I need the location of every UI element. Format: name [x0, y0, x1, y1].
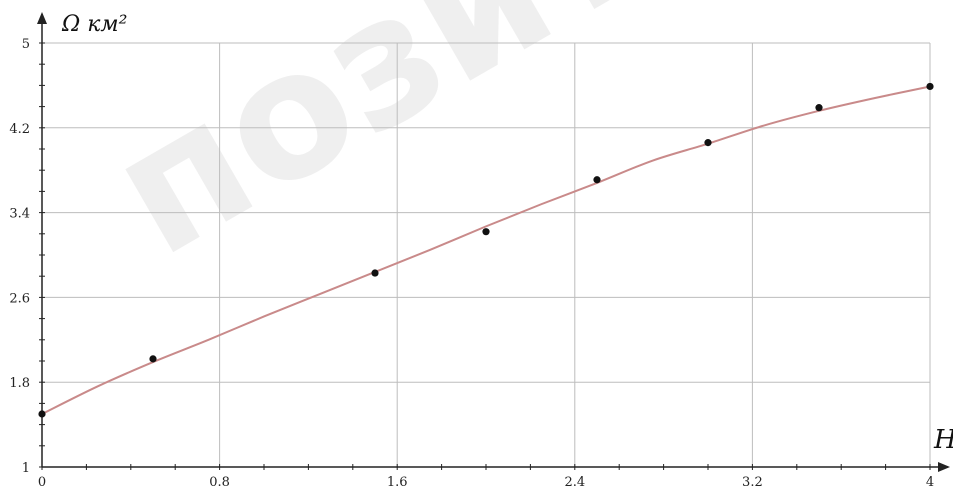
data-points	[38, 82, 934, 418]
fit-line	[41, 85, 931, 415]
y-tick-label: 1.8	[9, 376, 30, 391]
x-axis-label: H	[933, 425, 953, 455]
x-tick-label: 0	[38, 475, 46, 489]
y-axis-arrow	[37, 12, 47, 24]
data-point	[149, 355, 157, 363]
y-tick-label: 2.6	[9, 291, 30, 306]
grid	[41, 42, 931, 468]
y-tick-label: 4.2	[9, 122, 30, 137]
x-tick-label: 0.8	[209, 475, 230, 489]
axes	[37, 12, 950, 472]
x-axis-arrow	[938, 462, 950, 472]
y-tick-label: 3.4	[9, 207, 30, 222]
x-tick-label: 2.4	[564, 475, 585, 489]
data-point	[926, 82, 934, 91]
data-point	[38, 410, 46, 418]
x-tick-label: 1.6	[387, 475, 408, 489]
data-point	[371, 269, 379, 277]
y-tick-label: 1	[22, 461, 30, 476]
data-point	[482, 228, 490, 236]
x-tick-label: 4	[926, 475, 934, 489]
data-point	[704, 139, 712, 147]
data-point	[815, 104, 823, 112]
x-tick-label: 3.2	[742, 475, 763, 489]
data-point	[593, 176, 601, 184]
tick-labels: 0 0.8 1.6 2.4 3.2 4 1 1.8 2.6 3.4 4.2 5	[9, 37, 934, 489]
y-tick-label: 5	[22, 37, 30, 52]
y-axis-label: Ω км²	[61, 12, 127, 37]
